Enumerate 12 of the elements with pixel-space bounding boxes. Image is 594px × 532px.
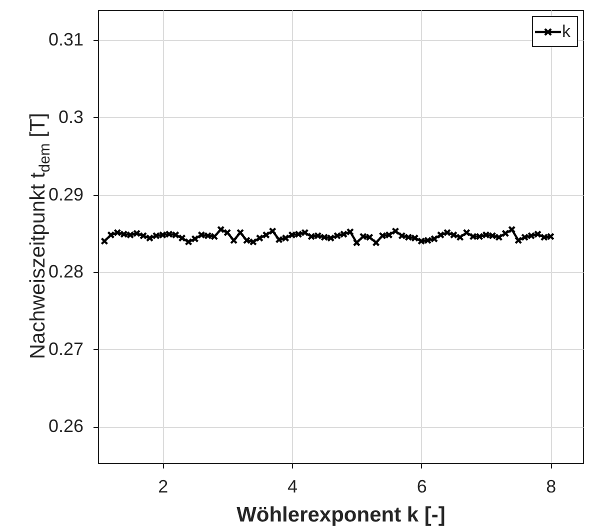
y-tick-label: 0.26 xyxy=(48,416,84,436)
x-tick-label: 2 xyxy=(158,476,168,496)
y-tick-label: 0.29 xyxy=(48,184,84,204)
y-tick-label: 0.31 xyxy=(48,30,84,50)
y-tick-label: 0.27 xyxy=(48,338,84,359)
x-axis-title: Wöhlerexponent k [-] xyxy=(236,504,446,526)
y-tick-label: 0.3 xyxy=(58,106,84,127)
legend-label: k xyxy=(562,22,571,41)
x-tick-label: 6 xyxy=(416,476,427,496)
x-tick-label: 8 xyxy=(546,476,556,496)
x-tick-label: 4 xyxy=(287,476,298,496)
y-tick-label: 0.28 xyxy=(48,262,84,282)
